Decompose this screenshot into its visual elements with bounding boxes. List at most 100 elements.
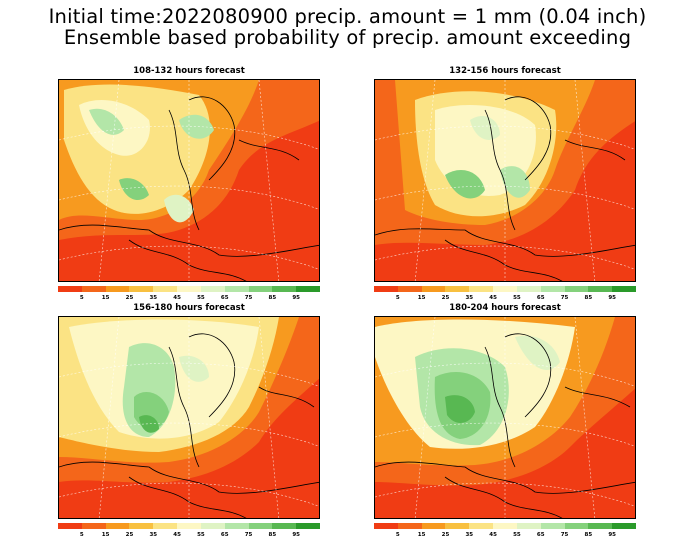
colorbar-segment xyxy=(105,286,130,292)
colorbar-segment xyxy=(493,523,518,529)
colorbar-segment xyxy=(129,523,154,529)
colorbar-label: 45 xyxy=(489,532,497,538)
colorbar-label: 95 xyxy=(292,532,300,538)
panel-title: 108-132 hours forecast xyxy=(133,66,245,76)
colorbar-segment xyxy=(445,286,470,292)
colorbar-label: 25 xyxy=(125,532,134,538)
colorbar-segment xyxy=(540,523,566,529)
colorbar-label: 45 xyxy=(173,295,181,301)
colorbar: 5 15 25 35 45 55 65 75 85 95 xyxy=(58,523,321,541)
colorbar-label: 15 xyxy=(417,532,426,538)
colorbar-label: 35 xyxy=(149,295,158,301)
colorbar-segment xyxy=(374,286,399,292)
colorbar-segment xyxy=(153,523,178,529)
probability-map xyxy=(58,79,320,282)
probability-map xyxy=(374,79,636,282)
colorbar-segment xyxy=(564,523,589,529)
map-graphic xyxy=(59,317,319,518)
colorbar-label: 55 xyxy=(513,295,521,301)
colorbar-segment xyxy=(469,523,494,529)
colorbar-label: 35 xyxy=(465,532,474,538)
colorbar-label: 15 xyxy=(101,532,110,538)
colorbar-segment xyxy=(516,523,542,529)
colorbar-segment xyxy=(58,523,83,529)
colorbar-label: 85 xyxy=(268,532,277,538)
colorbar-label: 55 xyxy=(513,532,521,538)
colorbar-segment xyxy=(224,286,250,292)
colorbar-segment xyxy=(296,523,321,529)
colorbar-label: 95 xyxy=(608,295,616,301)
colorbar-segment xyxy=(612,523,637,529)
colorbar-label: 25 xyxy=(441,295,450,301)
colorbar-segment xyxy=(612,286,637,292)
colorbar-segment xyxy=(81,523,107,529)
map-graphic xyxy=(375,80,635,281)
colorbar-segment xyxy=(129,286,154,292)
chart-title-line-2: Ensemble based probability of precip. am… xyxy=(63,26,632,49)
colorbar-label: 35 xyxy=(149,532,158,538)
colorbar-segment xyxy=(588,523,613,529)
colorbar-segment xyxy=(421,286,446,292)
colorbar-label: 75 xyxy=(560,295,569,301)
colorbar-label: 85 xyxy=(584,295,593,301)
colorbar-label: 5 xyxy=(79,295,84,301)
forecast-panel-132-156: 132-156 hours forecast xyxy=(374,66,637,301)
colorbar-label: 75 xyxy=(244,532,253,538)
colorbar-segment xyxy=(153,286,178,292)
chart-title-line-1: Initial time:2022080900 precip. amount =… xyxy=(48,5,647,28)
colorbar-label: 45 xyxy=(489,295,497,301)
colorbar-label: 75 xyxy=(244,295,253,301)
probability-map xyxy=(374,316,636,519)
colorbar-label: 75 xyxy=(560,532,569,538)
colorbar-segment xyxy=(224,523,250,529)
colorbar-segment xyxy=(564,286,589,292)
colorbar-label: 35 xyxy=(465,295,474,301)
forecast-panel-180-204: 180-204 hours forecast xyxy=(374,303,637,541)
colorbar-segment xyxy=(397,523,423,529)
colorbar-label: 15 xyxy=(101,295,110,301)
colorbar-label: 55 xyxy=(197,295,205,301)
colorbar-label: 45 xyxy=(173,532,181,538)
forecast-panel-156-180: 156-180 hours forecast xyxy=(58,303,321,541)
colorbar-label: 65 xyxy=(536,295,545,301)
colorbar-segment xyxy=(469,286,494,292)
forecast-panel-108-132: 108-132 hours forecast xyxy=(58,66,321,301)
colorbar-segment xyxy=(421,523,446,529)
colorbar-label: 65 xyxy=(220,532,229,538)
colorbar-segment xyxy=(296,286,321,292)
colorbar-label: 25 xyxy=(441,532,450,538)
colorbar-segment xyxy=(588,286,613,292)
panel-title: 180-204 hours forecast xyxy=(449,303,561,313)
colorbar-label: 5 xyxy=(395,295,400,301)
colorbar-segment xyxy=(540,286,566,292)
panel-title: 132-156 hours forecast xyxy=(449,66,561,76)
colorbar-segment xyxy=(397,286,423,292)
colorbar-label: 85 xyxy=(584,532,593,538)
colorbar-segment xyxy=(248,523,273,529)
colorbar-segment xyxy=(374,523,399,529)
colorbar-segment xyxy=(177,523,202,529)
colorbar-label: 95 xyxy=(292,295,300,301)
colorbar-segment xyxy=(272,523,297,529)
colorbar-label: 15 xyxy=(417,295,426,301)
colorbar-segment xyxy=(445,523,470,529)
colorbar-segment xyxy=(493,286,518,292)
map-graphic xyxy=(375,317,635,518)
colorbar-segment xyxy=(105,523,130,529)
colorbar-segment xyxy=(58,286,83,292)
colorbar-label: 25 xyxy=(125,295,134,301)
colorbar-segment xyxy=(272,286,297,292)
colorbar-segment xyxy=(248,286,273,292)
colorbar-label: 65 xyxy=(220,295,229,301)
colorbar-segment xyxy=(516,286,542,292)
colorbar: 5 15 25 35 45 55 65 75 85 95 xyxy=(374,523,637,541)
colorbar: 5 15 25 35 45 55 65 75 85 95 xyxy=(374,286,637,304)
colorbar-segment xyxy=(200,523,226,529)
colorbar-label: 55 xyxy=(197,532,205,538)
colorbar: 5 15 25 35 45 55 65 75 85 95 xyxy=(58,286,321,304)
colorbar-segment xyxy=(81,286,107,292)
colorbar-label: 5 xyxy=(395,532,400,538)
colorbar-label: 5 xyxy=(79,532,84,538)
colorbar-segment xyxy=(200,286,226,292)
panel-title: 156-180 hours forecast xyxy=(133,303,245,313)
